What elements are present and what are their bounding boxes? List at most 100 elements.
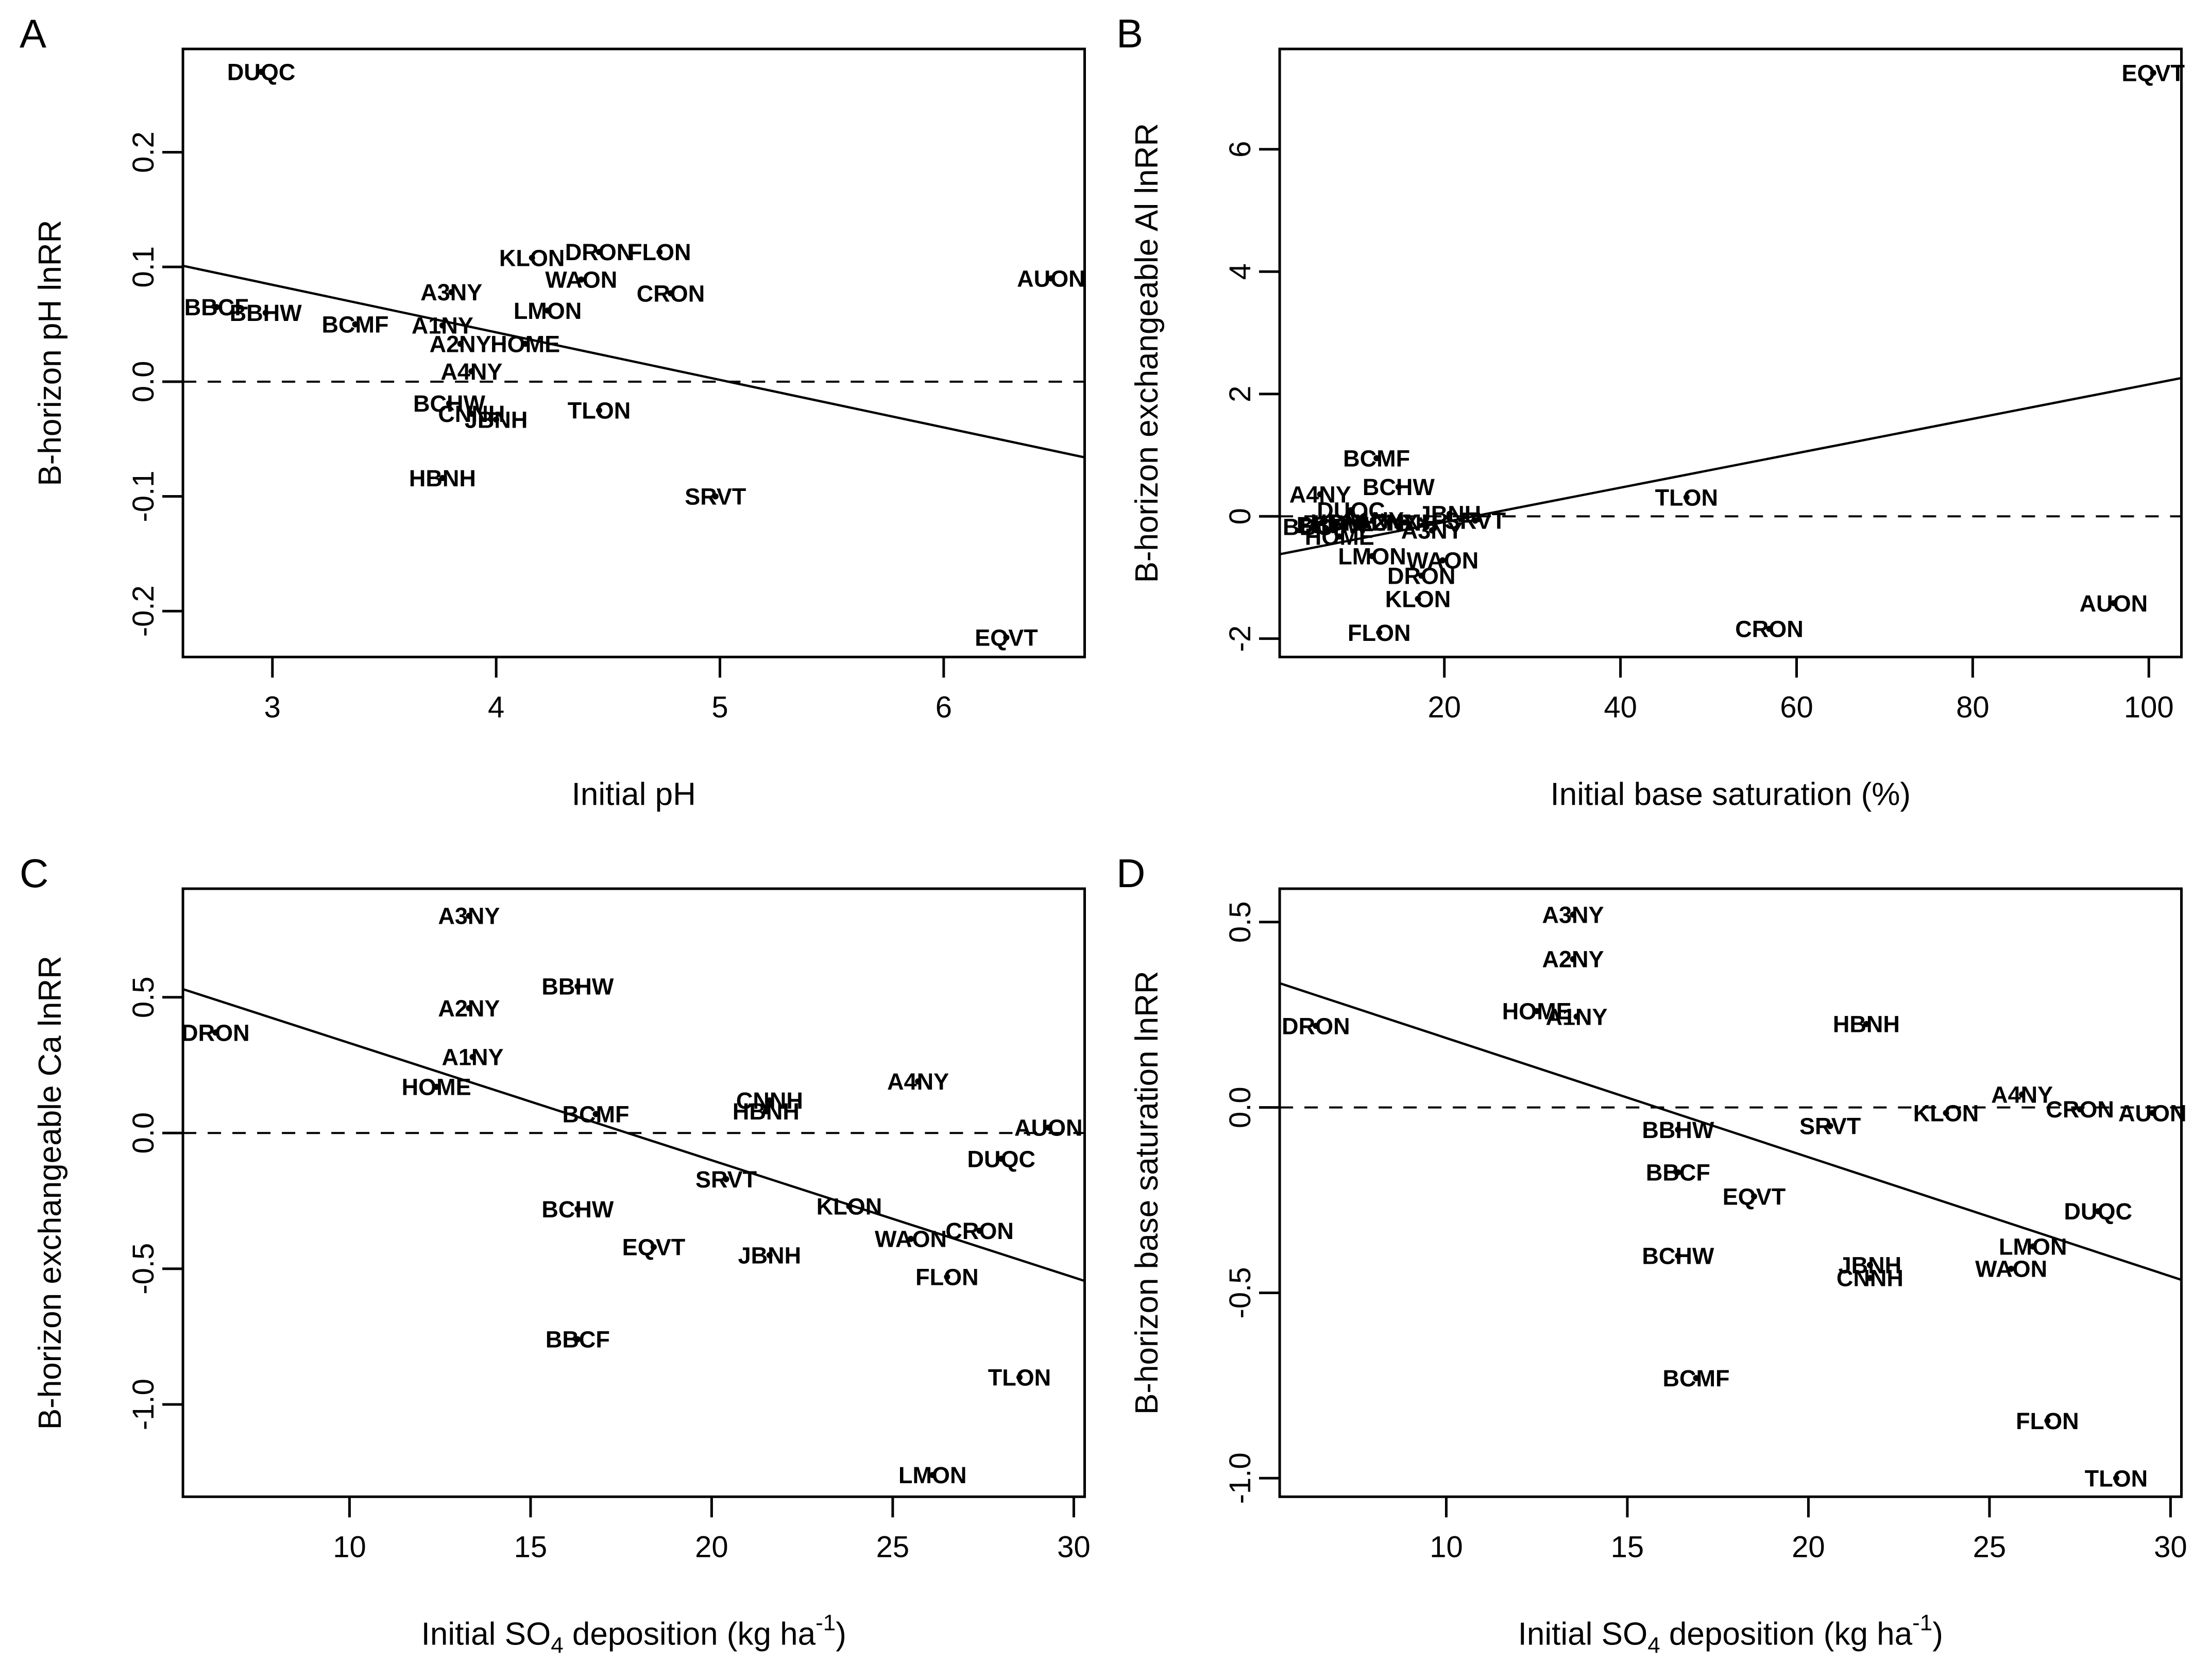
site-label-DRON: DRON	[181, 1020, 250, 1046]
y-tick-label: 0.0	[127, 1112, 160, 1154]
x-tick-label: 100	[2123, 690, 2173, 724]
site-label-BCHW: BCHW	[1362, 474, 1434, 500]
site-label-EQVT: EQVT	[622, 1234, 686, 1261]
site-label-KLON: KLON	[1385, 586, 1451, 612]
site-label-TLON: TLON	[568, 398, 631, 424]
x-tick-label: 15	[1610, 1531, 1644, 1564]
x-tick-label: 30	[2154, 1531, 2187, 1564]
trend-line	[183, 266, 1084, 457]
site-label-CRON: CRON	[2046, 1097, 2114, 1123]
site-label-HOME: HOME	[402, 1074, 471, 1100]
y-tick-label: 0.5	[127, 977, 160, 1019]
y-tick-label: -2	[1223, 625, 1257, 652]
site-label-DRON: DRON	[565, 239, 634, 265]
y-axis-title: B-horizon exchangeable Al lnRR	[1129, 123, 1165, 583]
site-label-A1NY: A1NY	[1545, 1004, 1607, 1030]
x-tick-label: 3	[264, 690, 281, 724]
site-label-A3NY: A3NY	[420, 279, 482, 306]
site-label-TLON: TLON	[2084, 1466, 2147, 1492]
x-tick-label: 20	[1427, 690, 1461, 724]
x-tick-label: 10	[1430, 1531, 1463, 1564]
y-tick-label: 0.0	[127, 361, 160, 403]
site-label-A4NY: A4NY	[440, 359, 502, 385]
site-label-SRVT: SRVT	[695, 1166, 757, 1193]
site-label-BBHW: BBHW	[541, 974, 614, 1000]
site-label-JBNH: JBNH	[465, 406, 528, 433]
site-label-A2NY: A2NY	[1542, 946, 1604, 973]
x-tick-label: 30	[1057, 1531, 1091, 1564]
y-tick-label: 0.5	[1223, 902, 1257, 943]
y-tick-label: -0.5	[1223, 1267, 1257, 1319]
site-label-AUON: AUON	[1014, 1115, 1083, 1141]
site-label-DRON: DRON	[1282, 1013, 1350, 1040]
site-label-FLON: FLON	[915, 1264, 978, 1291]
site-label-A4NY: A4NY	[887, 1069, 949, 1095]
site-label-A2NY: A2NY	[430, 331, 491, 357]
y-tick-label: 0.0	[1223, 1087, 1257, 1129]
x-tick-label: 25	[1973, 1531, 2006, 1564]
y-axis-title: B-horizon base saturation lnRR	[1129, 971, 1165, 1415]
site-label-DRON: DRON	[1387, 563, 1456, 589]
site-label-EQVT: EQVT	[975, 624, 1038, 651]
x-tick-label: 40	[1604, 690, 1637, 724]
site-label-A2NY: A2NY	[438, 995, 500, 1022]
site-label-BBHW: BBHW	[1642, 1117, 1714, 1143]
y-axis: -1.0-0.50.00.5	[127, 977, 183, 1431]
site-label-WAON: WAON	[545, 267, 617, 293]
site-label-AUON: AUON	[1017, 265, 1085, 292]
site-label-TLON: TLON	[1655, 484, 1718, 511]
points: A3NYBBHWA2NYDRONA1NYA4NYHOMECNNHHBNHBCMF…	[181, 903, 1082, 1488]
y-axis: -1.0 -0.5 0.0 0.5	[1223, 902, 1280, 1504]
x-tick-label: 20	[695, 1531, 728, 1564]
site-label-BCHW: BCHW	[1642, 1243, 1714, 1269]
site-label-BCMF: BCMF	[1662, 1365, 1729, 1391]
site-label-BCMF: BCMF	[1343, 445, 1410, 471]
site-label-JBNH: JBNH	[738, 1243, 802, 1269]
y-tick-label: -1.0	[1223, 1453, 1257, 1504]
site-label-A3NY: A3NY	[438, 903, 500, 929]
x-tick-label: 15	[514, 1531, 548, 1564]
y-tick-label: 6	[1223, 141, 1257, 158]
site-label-SRVT: SRVT	[685, 484, 746, 510]
site-label-WAON: WAON	[1975, 1256, 2047, 1282]
site-label-BCMF: BCMF	[322, 311, 389, 337]
site-label-CNNH: CNNH	[1836, 1265, 1903, 1292]
panel-letter: C	[20, 851, 48, 896]
y-axis-title: B-horizon pH lnRR	[32, 220, 68, 486]
site-label-HBNH: HBNH	[409, 465, 476, 491]
y-tick-label: -1.0	[127, 1379, 160, 1431]
y-tick-label: 0.1	[127, 246, 160, 288]
x-axis-title: Initial pH	[572, 776, 696, 812]
site-label-FLON: FLON	[628, 239, 691, 265]
site-label-EQVT: EQVT	[2121, 60, 2185, 86]
y-tick-label: 0.2	[127, 131, 160, 173]
y-axis-title: B-horizon exchangeable Ca lnRR	[32, 956, 68, 1430]
x-tick-label: 80	[1956, 690, 1990, 724]
points: EQVTBCMFBCHWA4NYDUQCBBCFBBHWHBNHA1NYA2NY…	[1282, 60, 2184, 646]
site-label-BBHW: BBHW	[230, 300, 302, 326]
site-label-BCHW: BCHW	[541, 1196, 614, 1223]
site-label-TLON: TLON	[988, 1365, 1051, 1391]
site-label-SRVT: SRVT	[1799, 1113, 1861, 1140]
site-label-AUON: AUON	[2118, 1100, 2187, 1127]
site-label-DUQC: DUQC	[227, 59, 296, 86]
site-label-BCMF: BCMF	[562, 1101, 629, 1128]
x-axis-title: Initial base saturation (%)	[1550, 776, 1911, 812]
site-label-DUQC: DUQC	[967, 1146, 1036, 1173]
site-label-AUON: AUON	[2079, 590, 2148, 617]
site-label-HOME: HOME	[490, 331, 560, 357]
site-label-EQVT: EQVT	[1722, 1184, 1786, 1210]
panel-letter: B	[1116, 11, 1143, 56]
plot-box	[183, 889, 1084, 1497]
site-label-CRON: CRON	[1735, 616, 1804, 642]
